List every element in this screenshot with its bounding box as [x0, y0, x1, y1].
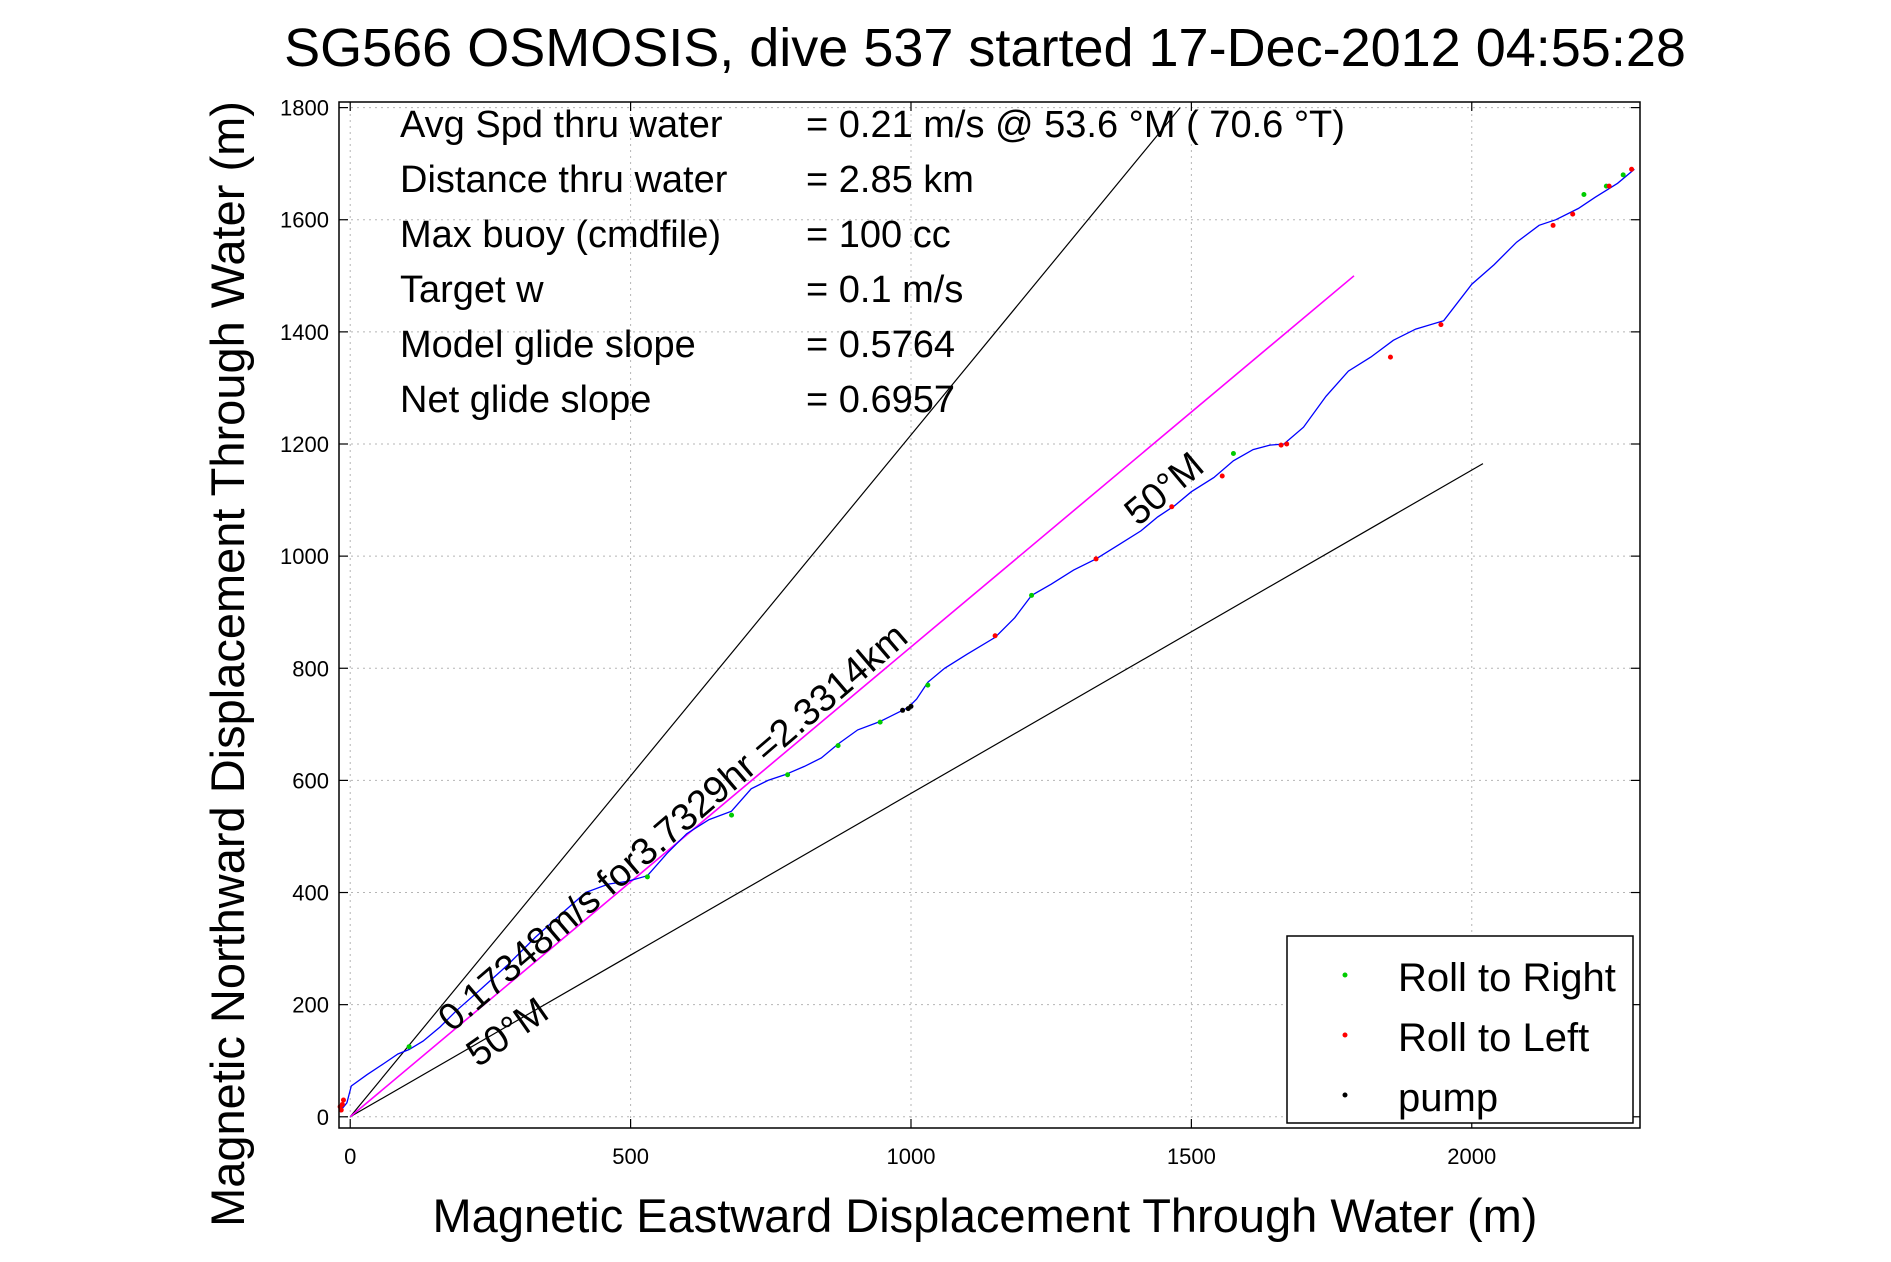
current-reference-line: [349, 275, 1355, 1118]
upper-reference-line: [349, 107, 1181, 1118]
roll-left-marker: [1387, 354, 1393, 360]
y-tick-label: 0: [317, 1105, 329, 1130]
roll-left-marker: [1570, 211, 1576, 217]
y-tick-label: 1600: [280, 208, 329, 233]
stat-label: Model glide slope: [400, 324, 696, 366]
roll-left-marker: [340, 1097, 346, 1103]
stat-value: = 100 cc: [806, 214, 951, 256]
y-tick-label: 400: [292, 881, 329, 906]
legend-box: [1286, 935, 1634, 1124]
legend-label: Roll to Right: [1398, 956, 1616, 1000]
stat-value: = 0.1 m/s: [806, 269, 963, 311]
roll-left-marker: [1550, 222, 1556, 228]
y-tick-label: 1800: [280, 96, 329, 121]
roll-right-marker: [406, 1044, 412, 1050]
x-tick-label: 2000: [1447, 1144, 1496, 1169]
x-tick-label: 0: [344, 1144, 356, 1169]
stat-value: = 0.6957: [806, 379, 955, 421]
axes-box: [338, 101, 1641, 1129]
legend-marker: [1342, 1032, 1348, 1038]
stat-value: = 2.85 km: [806, 159, 974, 201]
y-tick-label: 800: [292, 656, 329, 681]
roll-right-marker: [1581, 192, 1587, 198]
roll-right-marker: [925, 682, 931, 688]
y-tick-label: 1000: [280, 544, 329, 569]
roll-left-marker: [1093, 556, 1099, 562]
roll-right-marker: [729, 812, 735, 818]
x-tick-label: 1500: [1167, 1144, 1216, 1169]
roll-right-marker: [644, 874, 650, 880]
stats-annotation: Avg Spd thru water = 0.21 m/s @ 53.6 °M (…: [400, 104, 1345, 421]
roll-right-marker: [1029, 592, 1035, 598]
roll-right-marker: [1230, 451, 1236, 457]
grid-lines: [339, 102, 1640, 1128]
roll-right-marker: [877, 719, 883, 725]
chart-title: SG566 OSMOSIS, dive 537 started 17-Dec-2…: [284, 18, 1686, 78]
roll-left-marker: [992, 633, 998, 639]
x-tick-label: 1000: [887, 1144, 936, 1169]
stat-label: Avg Spd thru water: [400, 104, 723, 146]
x-tick-label: 500: [612, 1144, 649, 1169]
marker-layer: [337, 166, 1635, 1113]
legend-marker: [1342, 972, 1348, 978]
stat-value: = 0.5764: [806, 324, 955, 366]
pump-marker: [908, 703, 914, 709]
track-layer: [339, 168, 1635, 1113]
roll-right-marker: [785, 772, 791, 778]
roll-left-marker: [1284, 441, 1290, 447]
stat-label: Target w: [400, 269, 544, 311]
y-tick-label: 1200: [280, 432, 329, 457]
stat-label: Net glide slope: [400, 379, 651, 421]
axis-ticks: 0 500 1000 1500 2000 0 200 400 600 800 1000 1200 140…: [280, 96, 1640, 1169]
lower-reference-line: [349, 463, 1484, 1118]
x-axis-label: Magnetic Eastward Displacement Through W…: [433, 1189, 1538, 1242]
roll-left-marker: [1278, 442, 1284, 448]
roll-left-marker: [1438, 322, 1444, 328]
track-line: [339, 168, 1635, 1113]
reference-lines: [349, 107, 1484, 1118]
roll-left-marker: [1219, 473, 1225, 479]
y-tick-label: 1400: [280, 320, 329, 345]
legend-marker: [1342, 1092, 1348, 1098]
y-tick-label: 600: [292, 768, 329, 793]
roll-right-marker: [1620, 172, 1626, 178]
pump-marker: [900, 707, 906, 713]
legend-label: pump: [1398, 1076, 1498, 1120]
y-axis-label: Magnetic Northward Displacement Through …: [201, 101, 254, 1227]
roll-left-marker: [1606, 183, 1612, 189]
stat-value: = 0.21 m/s @ 53.6 °M ( 70.6 °T): [806, 104, 1345, 146]
roll-right-marker: [835, 743, 841, 749]
legend-label: Roll to Left: [1398, 1016, 1589, 1060]
roll-left-marker: [1169, 504, 1175, 510]
y-tick-label: 200: [292, 993, 329, 1018]
stat-label: Max buoy (cmdfile): [400, 214, 721, 256]
roll-left-marker: [1629, 166, 1635, 172]
legend: Roll to Right Roll to Left pump: [1286, 935, 1634, 1124]
stat-label: Distance thru water: [400, 159, 728, 201]
